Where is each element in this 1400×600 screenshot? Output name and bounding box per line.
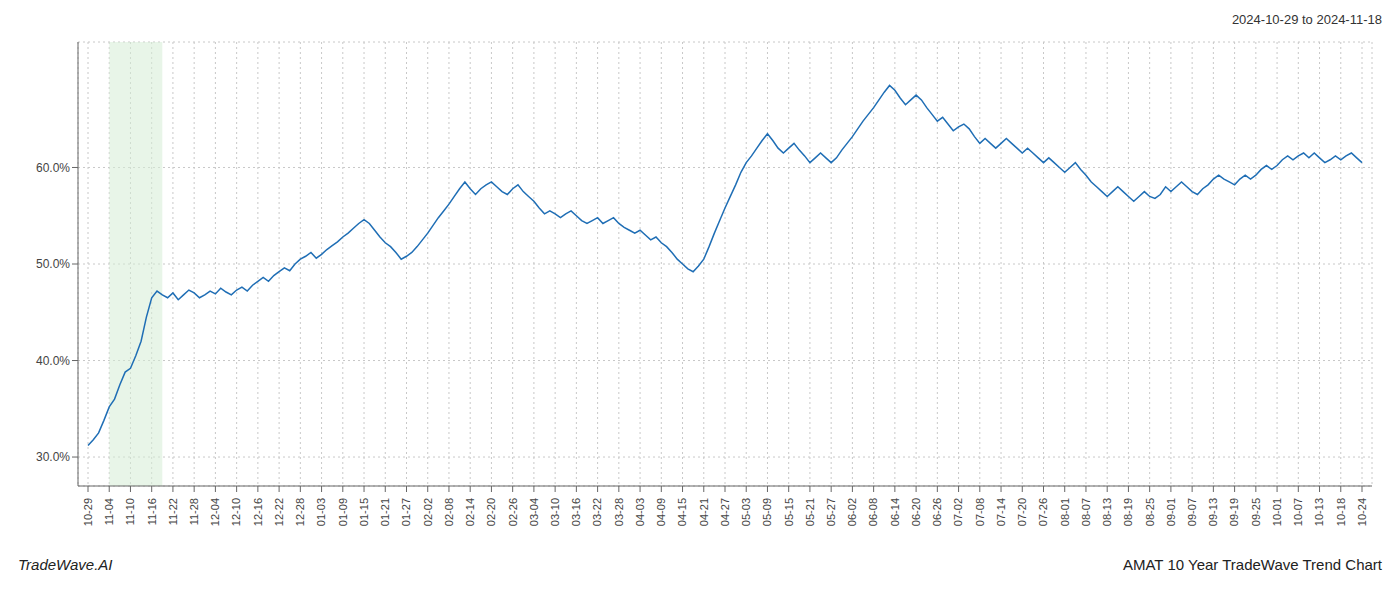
svg-text:02-20: 02-20	[485, 498, 497, 526]
svg-text:09-25: 09-25	[1250, 498, 1262, 526]
svg-text:12-22: 12-22	[273, 498, 285, 526]
svg-text:06-20: 06-20	[910, 498, 922, 526]
svg-text:01-03: 01-03	[315, 498, 327, 526]
svg-text:01-27: 01-27	[400, 498, 412, 526]
svg-text:01-15: 01-15	[358, 498, 370, 526]
svg-text:10-13: 10-13	[1313, 498, 1325, 526]
svg-text:11-16: 11-16	[146, 498, 158, 525]
svg-text:04-27: 04-27	[719, 498, 731, 526]
svg-text:10-18: 10-18	[1335, 498, 1347, 526]
svg-text:05-21: 05-21	[804, 498, 816, 526]
html-text:TradeWave.AI: TradeWave.AI	[18, 556, 113, 573]
svg-text:03-10: 03-10	[549, 498, 561, 526]
svg-text:07-08: 07-08	[974, 498, 986, 526]
svg-text:06-26: 06-26	[931, 498, 943, 526]
svg-text:03-04: 03-04	[528, 498, 540, 526]
svg-text:11-28: 11-28	[188, 498, 200, 525]
svg-text:08-13: 08-13	[1101, 498, 1113, 526]
svg-text:08-07: 08-07	[1080, 498, 1092, 526]
svg-text:07-14: 07-14	[995, 498, 1007, 526]
svg-text:06-08: 06-08	[867, 498, 879, 526]
svg-text:02-08: 02-08	[443, 498, 455, 526]
svg-text:10-24: 10-24	[1356, 498, 1368, 526]
svg-text:50.0%: 50.0%	[36, 257, 70, 271]
svg-text:09-19: 09-19	[1228, 498, 1240, 526]
svg-text:02-14: 02-14	[464, 498, 476, 526]
svg-text:12-04: 12-04	[209, 498, 221, 526]
svg-text:60.0%: 60.0%	[36, 161, 70, 175]
svg-text:09-13: 09-13	[1207, 498, 1219, 526]
svg-text:05-15: 05-15	[783, 498, 795, 526]
svg-text:07-02: 07-02	[952, 498, 964, 526]
svg-text:05-03: 05-03	[740, 498, 752, 526]
html-text:2024-10-29 to 2024-11-18: 2024-10-29 to 2024-11-18	[1231, 12, 1382, 27]
svg-text:09-07: 09-07	[1186, 498, 1198, 526]
svg-text:03-28: 03-28	[613, 498, 625, 526]
svg-text:08-19: 08-19	[1122, 498, 1134, 526]
svg-text:11-22: 11-22	[167, 498, 179, 525]
svg-text:10-07: 10-07	[1292, 498, 1304, 526]
svg-text:07-26: 07-26	[1037, 498, 1049, 526]
svg-text:05-09: 05-09	[761, 498, 773, 526]
svg-text:10-29: 10-29	[82, 498, 94, 526]
svg-text:10-01: 10-01	[1271, 498, 1283, 526]
svg-text:40.0%: 40.0%	[36, 354, 70, 368]
svg-text:11-04: 11-04	[103, 498, 115, 525]
svg-text:11-10: 11-10	[124, 498, 136, 525]
svg-text:01-09: 01-09	[337, 498, 349, 526]
svg-text:04-21: 04-21	[698, 498, 710, 526]
svg-text:12-28: 12-28	[294, 498, 306, 526]
svg-text:01-21: 01-21	[379, 498, 391, 526]
svg-text:08-25: 08-25	[1144, 498, 1156, 526]
svg-text:12-10: 12-10	[230, 498, 242, 526]
svg-text:03-16: 03-16	[570, 498, 582, 526]
svg-text:06-02: 06-02	[846, 498, 858, 526]
svg-text:30.0%: 30.0%	[36, 450, 70, 464]
svg-text:05-27: 05-27	[825, 498, 837, 526]
svg-text:03-22: 03-22	[591, 498, 603, 526]
svg-text:02-26: 02-26	[507, 498, 519, 526]
svg-text:04-15: 04-15	[676, 498, 688, 526]
html-text:AMAT 10 Year TradeWave Trend C: AMAT 10 Year TradeWave Trend Chart	[1123, 556, 1382, 573]
svg-text:02-02: 02-02	[422, 498, 434, 526]
svg-text:04-09: 04-09	[655, 498, 667, 526]
svg-text:07-20: 07-20	[1016, 498, 1028, 526]
svg-text:12-16: 12-16	[252, 498, 264, 526]
svg-text:09-01: 09-01	[1165, 498, 1177, 526]
svg-text:04-03: 04-03	[634, 498, 646, 526]
svg-text:06-14: 06-14	[889, 498, 901, 526]
svg-text:08-01: 08-01	[1059, 498, 1071, 526]
